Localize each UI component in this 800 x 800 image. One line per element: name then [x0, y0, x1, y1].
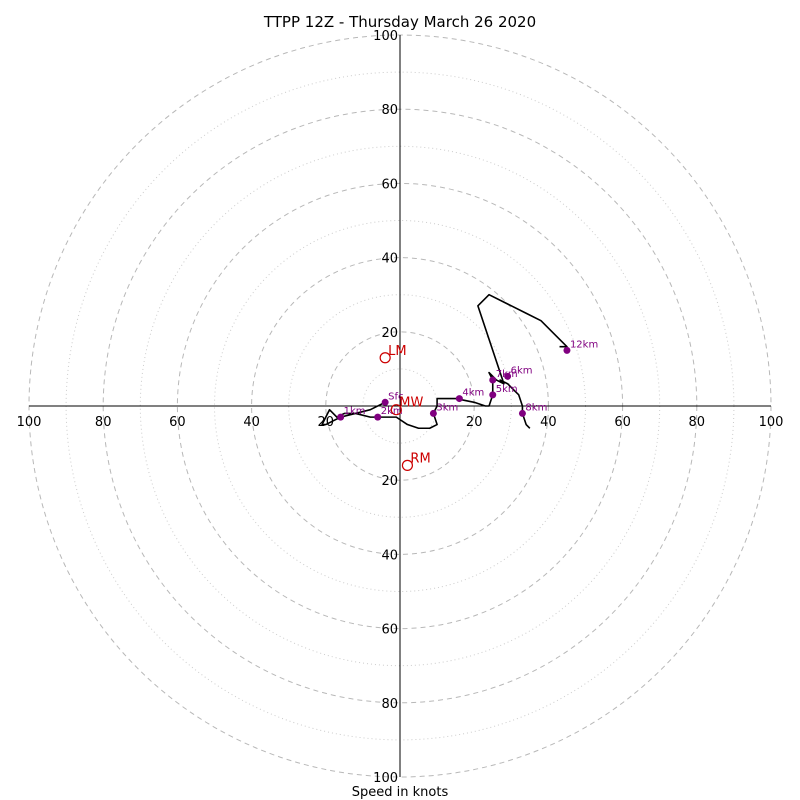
- hodograph-trace: [321, 293, 568, 430]
- storm-motion-label: LM: [388, 344, 406, 359]
- height-marker: [563, 346, 571, 354]
- height-marker: [489, 376, 497, 384]
- height-marker: [489, 391, 497, 399]
- height-marker-label: 5km: [496, 384, 518, 395]
- y-tick-label: 20: [381, 474, 398, 489]
- y-tick-label: 20: [381, 326, 398, 341]
- height-marker-label: 8km: [525, 402, 547, 413]
- storm-motion-marker: [390, 404, 402, 416]
- storm-motion-marker: [379, 352, 391, 364]
- x-tick-label: 80: [95, 415, 112, 430]
- y-tick-label: 100: [373, 771, 398, 786]
- storm-motion-marker: [401, 459, 414, 471]
- x-tick-label: 40: [540, 415, 557, 430]
- height-marker: [337, 413, 345, 421]
- height-marker-label: 12km: [570, 339, 598, 350]
- y-tick-label: 80: [381, 103, 398, 118]
- y-tick-label: 40: [381, 252, 398, 267]
- height-marker-label: Sfc: [388, 391, 403, 402]
- height-marker: [374, 413, 382, 421]
- y-tick-label: 40: [381, 548, 398, 563]
- x-tick-label: 80: [689, 415, 706, 430]
- x-tick-label: 60: [169, 415, 186, 430]
- y-tick-label: 100: [373, 29, 398, 44]
- height-marker-label: 3km: [436, 402, 458, 413]
- hodograph-line-upper: [477, 293, 568, 384]
- height-marker-label: 6km: [511, 365, 533, 376]
- height-marker: [381, 398, 389, 406]
- storm-motion-label: MW: [399, 396, 423, 411]
- x-tick-label: 60: [614, 415, 631, 430]
- hodograph-line-lower: [321, 371, 531, 430]
- height-marker: [429, 409, 437, 417]
- height-marker-label: 4km: [462, 388, 484, 399]
- height-marker: [504, 372, 512, 380]
- y-tick-label: 60: [381, 623, 398, 638]
- x-tick-label: 20: [318, 415, 335, 430]
- x-tick-label: 40: [243, 415, 260, 430]
- x-tick-label: 100: [759, 415, 784, 430]
- x-tick-label: 20: [466, 415, 483, 430]
- height-marker-label: 1km: [344, 406, 366, 417]
- storm-motion-markers: LM MW RM: [379, 344, 431, 471]
- height-marker: [518, 409, 526, 417]
- x-tick-label: 100: [17, 415, 42, 430]
- axis-tick-labels: 100 80 60 40 20 20 40 60 80 100 100 80 60 40 20 20 40 60 8…: [17, 29, 784, 786]
- y-tick-label: 80: [381, 697, 398, 712]
- height-marker: [455, 395, 463, 403]
- chart-title: TTPP 12Z - Thursday March 26 2020: [263, 13, 536, 31]
- storm-motion-label: RM: [410, 451, 430, 466]
- x-axis-label: Speed in knots: [352, 785, 449, 800]
- height-marker-label: 7km: [496, 369, 518, 380]
- y-tick-label: 60: [381, 177, 398, 192]
